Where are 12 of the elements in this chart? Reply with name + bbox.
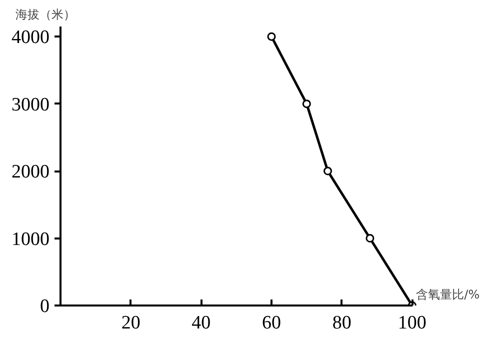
- x-tick-label: 80: [332, 312, 352, 334]
- y-tick-label: 1000: [12, 228, 50, 250]
- y-tick-label: 3000: [12, 94, 50, 116]
- x-tick-label: 100: [398, 312, 426, 334]
- x-tick-label: 40: [192, 312, 211, 334]
- x-tick-label: 60: [262, 312, 281, 334]
- x-axis-title: 含氧量比/%: [416, 288, 480, 302]
- y-axis-title: 海拔（米）: [16, 8, 76, 22]
- y-tick-label: 4000: [12, 27, 50, 48]
- y-tick-label: 0: [40, 296, 50, 317]
- x-tick-label: 20: [121, 312, 140, 334]
- y-tick-label: 2000: [12, 162, 50, 183]
